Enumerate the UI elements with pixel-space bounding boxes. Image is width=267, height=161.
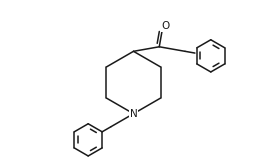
- Text: N: N: [129, 109, 138, 119]
- Text: O: O: [161, 21, 170, 31]
